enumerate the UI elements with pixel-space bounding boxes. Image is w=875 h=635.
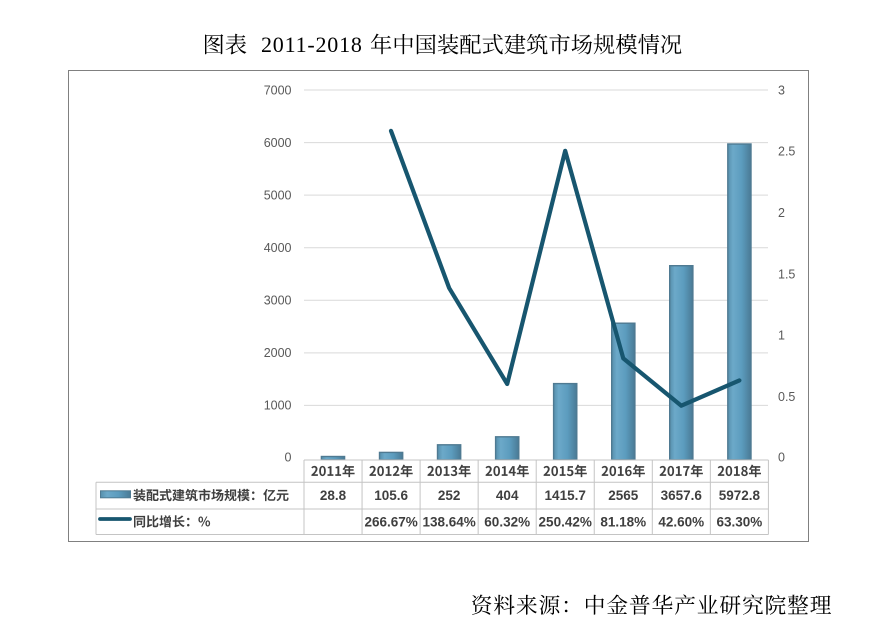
svg-text:28.8: 28.8 (320, 488, 347, 503)
svg-text:105.6: 105.6 (374, 488, 408, 503)
svg-text:5972.8: 5972.8 (719, 488, 761, 503)
svg-text:250.42%: 250.42% (539, 515, 592, 530)
svg-text:1000: 1000 (264, 399, 292, 413)
svg-text:4000: 4000 (264, 241, 292, 255)
svg-text:42.60%: 42.60% (658, 515, 704, 530)
svg-text:0: 0 (285, 450, 292, 464)
svg-text:3000: 3000 (264, 294, 292, 308)
svg-text:252: 252 (438, 488, 461, 503)
svg-text:81.18%: 81.18% (600, 515, 646, 530)
svg-text:7000: 7000 (264, 83, 292, 97)
svg-text:2565: 2565 (608, 488, 639, 503)
svg-text:60.32%: 60.32% (484, 515, 530, 530)
svg-text:2: 2 (778, 206, 785, 220)
svg-text:5000: 5000 (264, 188, 292, 202)
svg-text:3: 3 (778, 83, 785, 97)
svg-text:1.5: 1.5 (778, 267, 795, 281)
svg-text:138.64%: 138.64% (422, 515, 475, 530)
svg-text:1: 1 (778, 329, 785, 343)
svg-text:63.30%: 63.30% (717, 515, 763, 530)
svg-text:0.5: 0.5 (778, 390, 795, 404)
svg-text:404: 404 (496, 488, 519, 503)
svg-text:266.67%: 266.67% (364, 515, 417, 530)
svg-text:0: 0 (778, 450, 785, 464)
svg-text:2011-2018: 2011-2018 (261, 32, 363, 57)
svg-text:2000: 2000 (264, 346, 292, 360)
svg-text:6000: 6000 (264, 136, 292, 150)
svg-text:3657.6: 3657.6 (661, 488, 703, 503)
svg-text:2.5: 2.5 (778, 145, 795, 159)
svg-text:1415.7: 1415.7 (545, 488, 586, 503)
